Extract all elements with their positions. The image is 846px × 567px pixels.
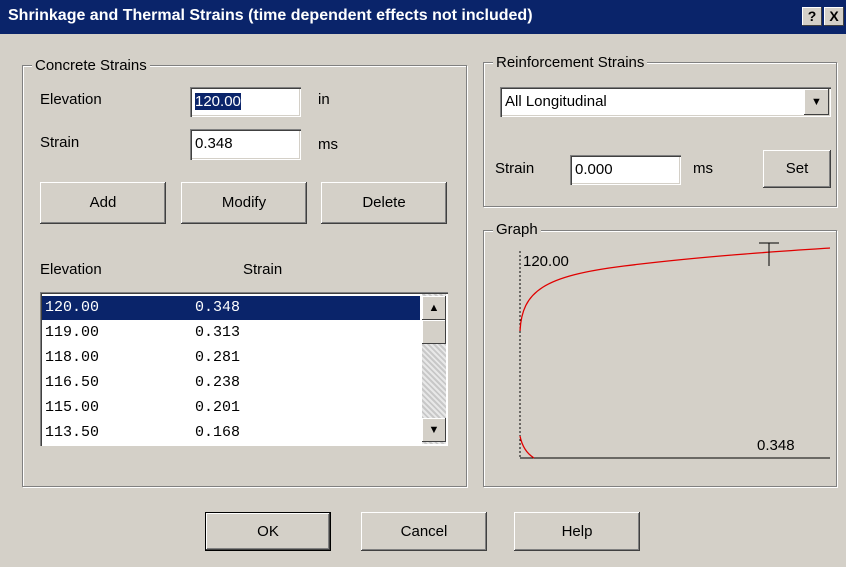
row-elevation: 119.00 — [45, 324, 100, 341]
list-row[interactable]: 118.00 0.281 — [42, 346, 420, 370]
elevation-unit: in — [318, 91, 330, 108]
help-title-button[interactable]: ? — [802, 7, 822, 26]
list-header: Strain — [243, 261, 283, 278]
group-label: Graph — [493, 221, 541, 238]
reinforcement-select[interactable]: All Longitudinal — [500, 87, 831, 117]
group-label: Concrete Strains — [32, 57, 150, 74]
list-row[interactable]: 115.00 0.201 — [42, 396, 420, 420]
scroll-thumb[interactable] — [422, 320, 446, 344]
help-button[interactable]: Help — [514, 512, 640, 551]
strain-list[interactable]: 113.50 0.168 115.00 0.201 116.50 0.238 118.00 0… — [40, 292, 448, 446]
group-label: Reinforcement Strains — [493, 54, 648, 71]
set-button[interactable]: Set — [763, 150, 831, 188]
strain-label: Strain — [495, 160, 535, 177]
dropdown-arrow[interactable]: ▼ — [804, 89, 829, 115]
scroll-up[interactable]: ▲ — [422, 296, 446, 320]
graph — [519, 242, 831, 459]
row-strain: 0.168 — [195, 424, 241, 441]
title-bar: Shrinkage and Thermal Strains (time depe… — [0, 0, 846, 34]
reinforcement-strain-input[interactable]: 0.000 — [570, 155, 681, 185]
add-button[interactable]: Add — [40, 182, 166, 224]
row-strain: 0.313 — [195, 324, 241, 341]
list-header: Elevation — [40, 261, 102, 278]
modify-button[interactable]: Modify — [181, 182, 307, 224]
row-strain: 0.201 — [195, 399, 241, 416]
row-strain: 0.238 — [195, 374, 241, 391]
strain-unit: ms — [693, 160, 713, 177]
strain-label: Strain — [40, 134, 80, 151]
close-button[interactable]: X — [824, 7, 844, 26]
row-elevation: 115.00 — [45, 399, 100, 416]
row-strain: 0.348 — [195, 299, 241, 316]
elevation-input[interactable]: 120.00 — [190, 87, 301, 117]
reinforcement-group — [483, 62, 837, 207]
row-elevation: 120.00 — [45, 299, 100, 316]
concrete-group — [22, 65, 467, 487]
strain-curve — [519, 247, 831, 332]
graph-group — [483, 230, 837, 487]
graph-top-label: 120.00 — [523, 253, 569, 270]
graph-right-label: 0.348 — [757, 437, 795, 454]
scroll-down[interactable]: ▼ — [422, 418, 446, 442]
dialog-title: Shrinkage and Thermal Strains (time depe… — [8, 7, 533, 24]
ok-button[interactable]: OK — [205, 512, 331, 551]
elevation-value: 120.00 — [195, 93, 241, 110]
row-strain: 0.281 — [195, 349, 241, 366]
list-row[interactable]: 113.50 0.168 — [42, 421, 420, 445]
strain-input[interactable]: 0.348 — [190, 129, 301, 160]
list-row[interactable]: 120.00 0.348 — [42, 296, 420, 320]
cancel-button[interactable]: Cancel — [361, 512, 487, 551]
strain-curve — [519, 435, 535, 459]
elevation-label: Elevation — [40, 91, 102, 108]
delete-button[interactable]: Delete — [321, 182, 447, 224]
list-row[interactable]: 119.00 0.313 — [42, 321, 420, 345]
strain-unit: ms — [318, 136, 338, 153]
row-elevation: 113.50 — [45, 424, 100, 441]
row-elevation: 116.50 — [45, 374, 100, 391]
row-elevation: 118.00 — [45, 349, 100, 366]
list-row[interactable]: 116.50 0.238 — [42, 371, 420, 395]
